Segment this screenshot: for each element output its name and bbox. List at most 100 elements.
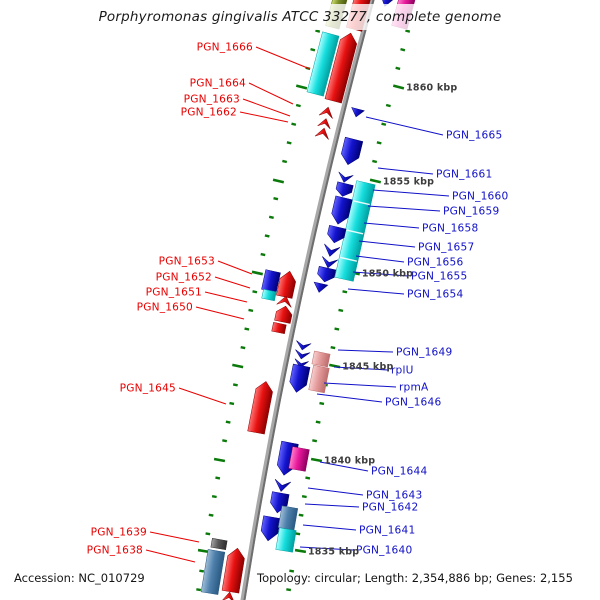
- gene-label-PGN_1662[interactable]: PGN_1662: [181, 107, 237, 119]
- scale-tick-minor: [319, 401, 325, 406]
- scale-tick-major: [392, 84, 405, 90]
- gene-label-PGN_1663[interactable]: PGN_1663: [184, 94, 240, 106]
- gene-PGN_1645[interactable]: [247, 380, 275, 435]
- gene-PGN_1660[interactable]: [335, 181, 354, 198]
- gene-label-PGN_1639[interactable]: PGN_1639: [91, 527, 147, 539]
- gene-label-PGN_1649[interactable]: PGN_1649: [396, 347, 452, 359]
- leader-PGN_1644: [319, 461, 369, 472]
- gene-label-PGN_1652[interactable]: PGN_1652: [156, 272, 212, 284]
- gene-blue-top[interactable]: [379, 0, 394, 8]
- gene-label-PGN_1658[interactable]: PGN_1658: [422, 223, 478, 235]
- gene-label-rplU[interactable]: rplU: [391, 365, 414, 377]
- gene-PGN_1641[interactable]: [260, 515, 281, 543]
- leader-PGN_1659: [367, 205, 441, 212]
- gene-PGN_1649[interactable]: [295, 340, 312, 352]
- map-title: Porphyromonas gingivalis ATCC 33277, com…: [98, 9, 502, 25]
- gene-label-PGN_1665[interactable]: PGN_1665: [446, 130, 502, 142]
- scale-tick-minor: [305, 476, 311, 480]
- scale-tick-minor: [248, 308, 254, 313]
- feature-cyan-span[interactable]: [334, 180, 376, 282]
- scale-label: 1860 kbp: [406, 83, 457, 94]
- gene-PGN_1664[interactable]: [318, 105, 335, 119]
- scale-label: 1835 kbp: [308, 547, 359, 558]
- gene-PGN_1652[interactable]: [276, 270, 297, 299]
- scale-tick-major: [232, 363, 244, 369]
- gene-red-bottom-2[interactable]: [221, 591, 236, 600]
- gene-label-PGN_1664[interactable]: PGN_1664: [190, 78, 246, 90]
- gene-PGN_1654[interactable]: [312, 281, 329, 294]
- gene-PGN_1640[interactable]: [275, 527, 297, 553]
- gene-blue-chev-1[interactable]: [337, 171, 354, 184]
- scale-tick-major: [369, 178, 382, 184]
- gene-PGN_1663[interactable]: [317, 117, 333, 130]
- leader-PGN_1652: [214, 276, 251, 289]
- title-band: [68, 4, 534, 30]
- feature-divider: [352, 200, 370, 206]
- leader-PGN_1664: [248, 82, 294, 105]
- gene-label-PGN_1641[interactable]: PGN_1641: [359, 525, 415, 537]
- gene-PGN_1643[interactable]: [273, 478, 292, 493]
- leader-PGN_1649: [337, 349, 394, 353]
- scale-tick-minor: [301, 495, 307, 499]
- gene-label-PGN_1660[interactable]: PGN_1660: [452, 191, 508, 203]
- gene-PGN_1665[interactable]: [350, 107, 365, 119]
- scale-tick-minor: [372, 159, 378, 164]
- gene-label-PGN_1654[interactable]: PGN_1654: [407, 289, 463, 301]
- scale-label: 1845 kbp: [342, 362, 393, 373]
- gene-label-PGN_1666[interactable]: PGN_1666: [197, 42, 253, 54]
- gene-label-rpmA[interactable]: rpmA: [399, 382, 429, 394]
- gene-cyan-small[interactable]: [261, 288, 277, 302]
- leader-PGN_1642: [304, 503, 360, 508]
- scale-tick-minor: [312, 439, 318, 443]
- gene-PGN_1644[interactable]: [288, 446, 310, 472]
- gene-label-PGN_1659[interactable]: PGN_1659: [443, 206, 499, 218]
- gene-label-PGN_1642[interactable]: PGN_1642: [362, 502, 418, 514]
- gene-label-PGN_1655[interactable]: PGN_1655: [411, 271, 467, 283]
- gene-PGN_1639[interactable]: [210, 538, 228, 550]
- gene-PGN_1646[interactable]: [288, 363, 311, 394]
- gene-rplU[interactable]: [311, 350, 331, 368]
- scale-tick-minor: [222, 439, 228, 443]
- gene-label-PGN_1657[interactable]: PGN_1657: [418, 242, 474, 254]
- gene-PGN_1659[interactable]: [330, 195, 353, 226]
- gene-cyan-top[interactable]: [306, 31, 340, 97]
- gene-PGN_1650[interactable]: [274, 305, 294, 324]
- gene-label-PGN_1646[interactable]: PGN_1646: [385, 397, 441, 409]
- leader-PGN_1646: [316, 393, 383, 403]
- gene-rpmA[interactable]: [308, 364, 330, 394]
- gene-label-PGN_1650[interactable]: PGN_1650: [137, 302, 193, 314]
- feature-steel-1641[interactable]: [277, 505, 299, 531]
- gene-blue-chev-2[interactable]: [294, 349, 311, 361]
- gene-label-PGN_1640[interactable]: PGN_1640: [356, 545, 412, 557]
- scale-tick-minor: [240, 345, 246, 350]
- gene-label-PGN_1645[interactable]: PGN_1645: [120, 383, 176, 395]
- leader-PGN_1638: [145, 549, 196, 563]
- gene-label-PGN_1643[interactable]: PGN_1643: [366, 490, 422, 502]
- gene-PGN_1638[interactable]: [200, 549, 226, 595]
- gene-PGN_1662[interactable]: [314, 126, 331, 140]
- gene-PGN_1661[interactable]: [339, 136, 364, 167]
- gene-label-PGN_1653[interactable]: PGN_1653: [159, 256, 215, 268]
- gene-PGN_1655[interactable]: [316, 266, 337, 283]
- scale-tick-minor: [215, 476, 221, 480]
- gene-PGN_1656[interactable]: [320, 256, 339, 269]
- gene-label-PGN_1644[interactable]: PGN_1644: [371, 466, 427, 478]
- leader-PGN_1658: [363, 222, 420, 229]
- gene-red-small[interactable]: [271, 321, 287, 335]
- gene-PGN_1651[interactable]: [276, 295, 294, 308]
- leader-PGN_1663: [242, 98, 291, 117]
- gene-red-bottom[interactable]: [221, 547, 246, 594]
- gene-PGN_1658[interactable]: [326, 225, 347, 244]
- scale-tick-minor: [264, 234, 270, 238]
- gene-label-PGN_1651[interactable]: PGN_1651: [146, 287, 202, 299]
- genome-backbone-shade: [243, 0, 375, 600]
- scale-tick-minor: [385, 103, 391, 108]
- gene-PGN_1666[interactable]: [324, 31, 359, 104]
- genome-backbone: [240, 0, 375, 600]
- gene-label-PGN_1656[interactable]: PGN_1656: [407, 257, 463, 269]
- gene-label-PGN_1661[interactable]: PGN_1661: [436, 169, 492, 181]
- gene-label-PGN_1638[interactable]: PGN_1638: [87, 545, 143, 557]
- gene-PGN_1657[interactable]: [322, 243, 341, 258]
